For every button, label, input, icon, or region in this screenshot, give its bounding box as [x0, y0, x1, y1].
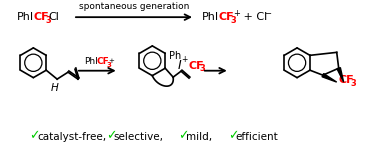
Text: ✓: ✓: [106, 129, 116, 142]
Text: selective,: selective,: [114, 132, 164, 142]
Polygon shape: [337, 68, 344, 82]
Text: 3: 3: [200, 64, 206, 73]
Text: PhI: PhI: [202, 12, 219, 22]
Text: Ph: Ph: [169, 51, 181, 61]
Text: 3: 3: [106, 62, 111, 68]
Text: efficient: efficient: [235, 132, 278, 142]
Text: 3: 3: [231, 16, 236, 25]
Text: 3: 3: [351, 79, 356, 88]
Text: 3: 3: [45, 16, 51, 25]
Text: CF: CF: [219, 12, 234, 22]
Text: CF: CF: [96, 57, 109, 66]
Text: CF: CF: [188, 61, 204, 71]
Text: mild,: mild,: [186, 132, 212, 142]
Text: Cl: Cl: [48, 12, 59, 22]
Text: + Cl: + Cl: [240, 12, 267, 22]
Text: PhI: PhI: [84, 57, 98, 66]
Text: +: +: [234, 9, 240, 18]
Text: H: H: [50, 83, 58, 93]
Text: CF: CF: [339, 75, 354, 85]
Text: spontaneous generation: spontaneous generation: [79, 2, 189, 11]
Text: I: I: [177, 59, 181, 72]
Text: −: −: [264, 9, 271, 18]
Text: +: +: [181, 55, 187, 64]
Text: CF: CF: [33, 12, 49, 22]
Text: ✓: ✓: [29, 129, 40, 142]
Text: ✓: ✓: [228, 129, 238, 142]
Polygon shape: [322, 74, 337, 82]
Text: catalyst-free,: catalyst-free,: [37, 132, 107, 142]
Text: ✓: ✓: [178, 129, 189, 142]
Text: PhI: PhI: [17, 12, 34, 22]
Text: +: +: [108, 58, 114, 64]
